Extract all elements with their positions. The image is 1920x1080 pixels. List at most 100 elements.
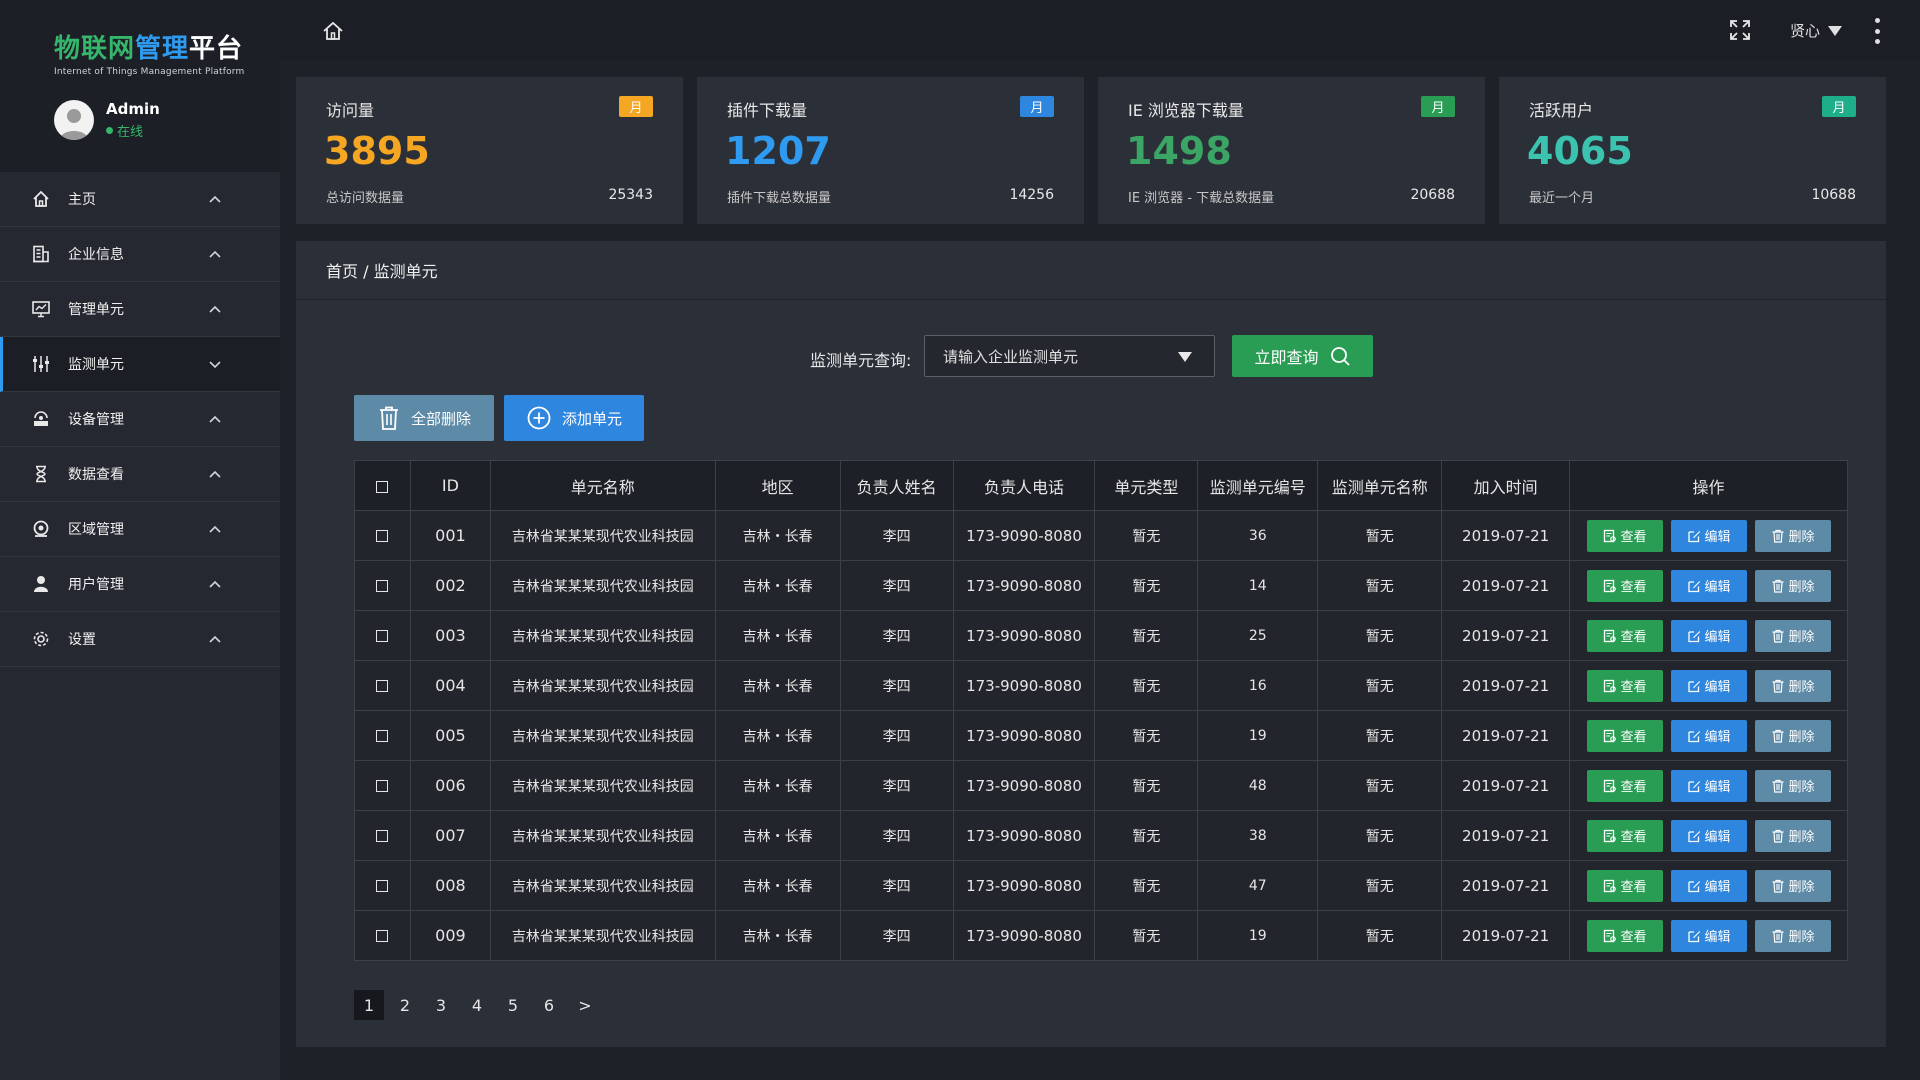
- header-unit-type[interactable]: 单元类型: [1094, 460, 1199, 511]
- header-region[interactable]: 地区: [714, 460, 841, 511]
- user-profile[interactable]: Admin 在线: [54, 100, 160, 140]
- cell-phone: 173-9090-8080: [952, 660, 1096, 711]
- cell-join-date: 2019-07-21: [1441, 560, 1571, 611]
- search-icon: [1330, 347, 1350, 366]
- avatar: [54, 100, 94, 140]
- chevron-up-icon: [208, 247, 222, 261]
- sidebar-item-device-management[interactable]: 设备管理: [0, 392, 280, 447]
- page-button-6[interactable]: 6: [543, 995, 555, 1015]
- edit-button[interactable]: 编辑: [1670, 519, 1747, 552]
- sidebar-item-region-management[interactable]: 区域管理: [0, 502, 280, 557]
- view-button[interactable]: 查看: [1586, 769, 1663, 802]
- cell-operations: 查看 编辑 删除: [1569, 710, 1848, 761]
- edit-button[interactable]: 编辑: [1670, 719, 1747, 752]
- page-button-3[interactable]: 3: [435, 995, 447, 1015]
- edit-button[interactable]: 编辑: [1670, 619, 1747, 652]
- view-button[interactable]: 查看: [1586, 569, 1663, 602]
- home-icon[interactable]: [322, 20, 344, 42]
- delete-button[interactable]: 删除: [1754, 569, 1831, 602]
- page-button-4[interactable]: 4: [471, 995, 483, 1015]
- sidebar-item-settings[interactable]: 设置: [0, 612, 280, 667]
- trash-icon: [1772, 629, 1784, 643]
- sidebar-item-monitoring-unit[interactable]: 监测单元: [0, 337, 280, 392]
- view-button[interactable]: 查看: [1586, 669, 1663, 702]
- breadcrumb[interactable]: 首页 / 监测单元: [296, 241, 1886, 299]
- edit-button[interactable]: 编辑: [1670, 669, 1747, 702]
- view-doc-icon: [1603, 729, 1616, 742]
- row-checkbox[interactable]: [354, 560, 411, 611]
- page-button-5[interactable]: 5: [507, 995, 519, 1015]
- unit-search-select[interactable]: 请输入企业监测单元: [924, 335, 1215, 377]
- table-row: 001 吉林省某某某现代农业科技园 吉林・长春 李四 173-9090-8080 暂无 36…: [354, 510, 1848, 561]
- pagination: 1 2 3 4 5 6 >: [354, 990, 606, 1020]
- edit-button[interactable]: 编辑: [1670, 869, 1747, 902]
- delete-all-button[interactable]: 全部删除: [354, 395, 494, 441]
- sidebar-item-user-management[interactable]: 用户管理: [0, 557, 280, 612]
- cell-operations: 查看 编辑 删除: [1569, 510, 1848, 561]
- delete-button[interactable]: 删除: [1754, 819, 1831, 852]
- page-button-1[interactable]: 1: [354, 990, 384, 1020]
- row-checkbox[interactable]: [354, 710, 411, 761]
- view-button[interactable]: 查看: [1586, 919, 1663, 952]
- view-button[interactable]: 查看: [1586, 869, 1663, 902]
- logo[interactable]: 物联网管理平台 Internet of Things Management Pl…: [54, 28, 245, 77]
- trash-icon: [1772, 729, 1784, 743]
- delete-button[interactable]: 删除: [1754, 719, 1831, 752]
- page-button-2[interactable]: 2: [399, 995, 411, 1015]
- user-status: 在线: [106, 121, 160, 140]
- add-unit-button[interactable]: 添加单元: [504, 395, 644, 441]
- sidebar-item-data-view[interactable]: 数据查看: [0, 447, 280, 502]
- row-checkbox[interactable]: [354, 760, 411, 811]
- next-page-button[interactable]: >: [578, 995, 592, 1015]
- delete-button[interactable]: 删除: [1754, 769, 1831, 802]
- cell-region: 吉林・长春: [714, 510, 841, 561]
- user-menu-dropdown[interactable]: 贤心: [1790, 20, 1843, 41]
- view-button[interactable]: 查看: [1586, 819, 1663, 852]
- stat-card-ie-downloads: IE 浏览器下载量 月 1498 IE 浏览器 - 下载总数据量 20688: [1098, 77, 1485, 224]
- edit-button[interactable]: 编辑: [1670, 569, 1747, 602]
- edit-button[interactable]: 编辑: [1670, 919, 1747, 952]
- stat-total: 25343: [608, 187, 653, 203]
- cell-id: 002: [409, 560, 491, 611]
- view-doc-icon: [1603, 679, 1616, 692]
- view-button[interactable]: 查看: [1586, 619, 1663, 652]
- select-all-checkbox[interactable]: [354, 460, 411, 511]
- fullscreen-icon[interactable]: [1728, 18, 1752, 42]
- cell-monitor-unit-name: 暂无: [1317, 910, 1443, 961]
- search-button[interactable]: 立即查询: [1232, 335, 1373, 377]
- row-checkbox[interactable]: [354, 910, 411, 961]
- cell-join-date: 2019-07-21: [1441, 660, 1571, 711]
- delete-button[interactable]: 删除: [1754, 619, 1831, 652]
- delete-button[interactable]: 删除: [1754, 519, 1831, 552]
- header-unit-name[interactable]: 单元名称: [489, 460, 716, 511]
- stat-total: 20688: [1410, 187, 1455, 203]
- delete-button[interactable]: 删除: [1754, 869, 1831, 902]
- cell-id: 006: [409, 760, 491, 811]
- header-id[interactable]: ID: [409, 460, 491, 511]
- header-phone[interactable]: 负责人电话: [952, 460, 1096, 511]
- delete-button[interactable]: 删除: [1754, 919, 1831, 952]
- delete-button[interactable]: 删除: [1754, 669, 1831, 702]
- row-checkbox[interactable]: [354, 660, 411, 711]
- header-monitor-unit-name[interactable]: 监测单元名称: [1317, 460, 1443, 511]
- header-unit-code[interactable]: 监测单元编号: [1197, 460, 1319, 511]
- sidebar-item-home[interactable]: 主页: [0, 172, 280, 227]
- sidebar-item-management-unit[interactable]: 管理单元: [0, 282, 280, 337]
- cell-unit-type: 暂无: [1094, 510, 1199, 561]
- row-checkbox[interactable]: [354, 610, 411, 661]
- row-checkbox[interactable]: [354, 860, 411, 911]
- view-button[interactable]: 查看: [1586, 519, 1663, 552]
- more-vertical-icon[interactable]: [1873, 18, 1881, 44]
- header-person[interactable]: 负责人姓名: [839, 460, 954, 511]
- monitoring-unit-table: ID 单元名称 地区 负责人姓名 负责人电话 单元类型 监测单元编号 监测单元名…: [354, 460, 1848, 961]
- edit-icon: [1687, 530, 1700, 542]
- row-checkbox[interactable]: [354, 510, 411, 561]
- edit-button[interactable]: 编辑: [1670, 769, 1747, 802]
- edit-button[interactable]: 编辑: [1670, 819, 1747, 852]
- chevron-up-icon: [208, 412, 222, 426]
- edit-icon: [1687, 630, 1700, 642]
- view-button[interactable]: 查看: [1586, 719, 1663, 752]
- header-join-date[interactable]: 加入时间: [1441, 460, 1571, 511]
- sidebar-item-company[interactable]: 企业信息: [0, 227, 280, 282]
- row-checkbox[interactable]: [354, 810, 411, 861]
